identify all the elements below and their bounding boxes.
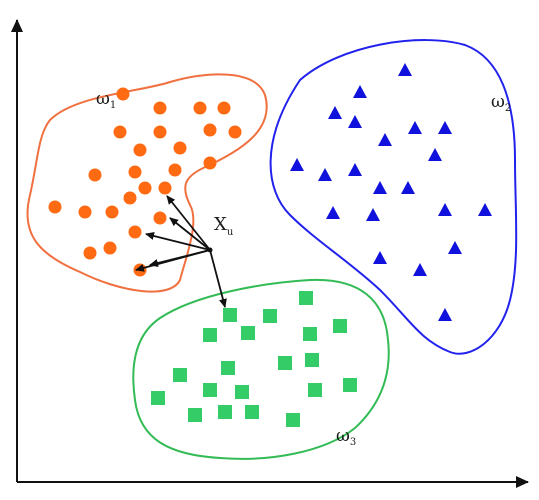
class2-boundary	[269, 39, 518, 355]
class2-point	[373, 181, 387, 194]
class2-point	[353, 85, 367, 98]
class3-label: ω3	[336, 426, 356, 448]
class1-point	[203, 156, 217, 170]
class2-point	[408, 121, 422, 134]
class1-boundary	[26, 73, 268, 293]
class3-point	[235, 385, 249, 399]
class3-point	[333, 319, 347, 333]
class3-point	[299, 291, 313, 305]
class1-label: ω1	[96, 89, 116, 111]
neighbor-arrows	[135, 195, 227, 308]
class1-point	[123, 191, 137, 205]
class2-point	[326, 206, 340, 219]
class1-point	[103, 241, 117, 255]
class1-samples	[48, 87, 242, 277]
neighbor-arrow	[209, 249, 227, 308]
neighbor-arrow	[145, 232, 211, 251]
class3-point	[151, 391, 165, 405]
class2-point	[478, 203, 492, 216]
class1-point	[168, 163, 182, 177]
class3-point	[245, 405, 259, 419]
class1-point	[138, 181, 152, 195]
class1-point	[228, 125, 242, 139]
class3-point	[263, 309, 277, 323]
class2-point	[438, 121, 452, 134]
class3-point	[303, 327, 317, 341]
class3-point	[278, 356, 292, 370]
class3-point	[223, 308, 237, 322]
class2-point	[348, 115, 362, 128]
class3-boundary	[132, 278, 390, 460]
class1-point	[133, 143, 147, 157]
class1-point	[217, 101, 231, 115]
class1-point	[173, 141, 187, 155]
class2-point	[366, 208, 380, 221]
class1-point	[78, 205, 92, 219]
class1-point	[153, 211, 167, 225]
class2-point	[373, 251, 387, 264]
class2-point	[413, 263, 427, 276]
class2-point	[348, 163, 362, 176]
class2-point	[438, 203, 452, 216]
class2-point	[401, 181, 415, 194]
class1-point	[113, 125, 127, 139]
class3-point	[173, 368, 187, 382]
class3-samples	[151, 291, 357, 427]
class3-point	[286, 413, 300, 427]
class3-point	[305, 353, 319, 367]
class3-point	[343, 378, 357, 392]
class2-label: ω2	[491, 92, 511, 114]
class1-point	[48, 200, 62, 214]
class3-point	[241, 326, 255, 340]
class3-point	[308, 383, 322, 397]
query-point-label: Xu	[214, 214, 234, 238]
class1-point	[133, 263, 147, 277]
class1-point	[88, 168, 102, 182]
class2-samples	[290, 63, 492, 321]
class2-point	[318, 168, 332, 181]
class3-point	[203, 328, 217, 342]
neighbor-arrow	[169, 217, 211, 251]
class2-point	[328, 106, 342, 119]
class1-point	[105, 205, 119, 219]
class2-point	[438, 308, 452, 321]
class2-point	[290, 158, 304, 171]
class1-point	[203, 123, 217, 137]
class1-point	[153, 125, 167, 139]
class3-point	[218, 405, 232, 419]
class1-point	[128, 165, 142, 179]
class1-point	[153, 101, 167, 115]
class1-point	[158, 181, 172, 195]
query-point	[207, 247, 213, 253]
class2-point	[398, 63, 412, 76]
class1-point	[83, 246, 97, 260]
class1-point	[128, 225, 142, 239]
class3-point	[203, 383, 217, 397]
class2-point	[448, 241, 462, 254]
class2-point	[428, 148, 442, 161]
class2-point	[378, 133, 392, 146]
neighbor-arrow	[135, 249, 211, 272]
class3-point	[221, 361, 235, 375]
class3-point	[188, 408, 202, 422]
class1-point	[193, 101, 207, 115]
neighbor-arrow	[166, 195, 211, 251]
class1-point	[116, 87, 130, 101]
